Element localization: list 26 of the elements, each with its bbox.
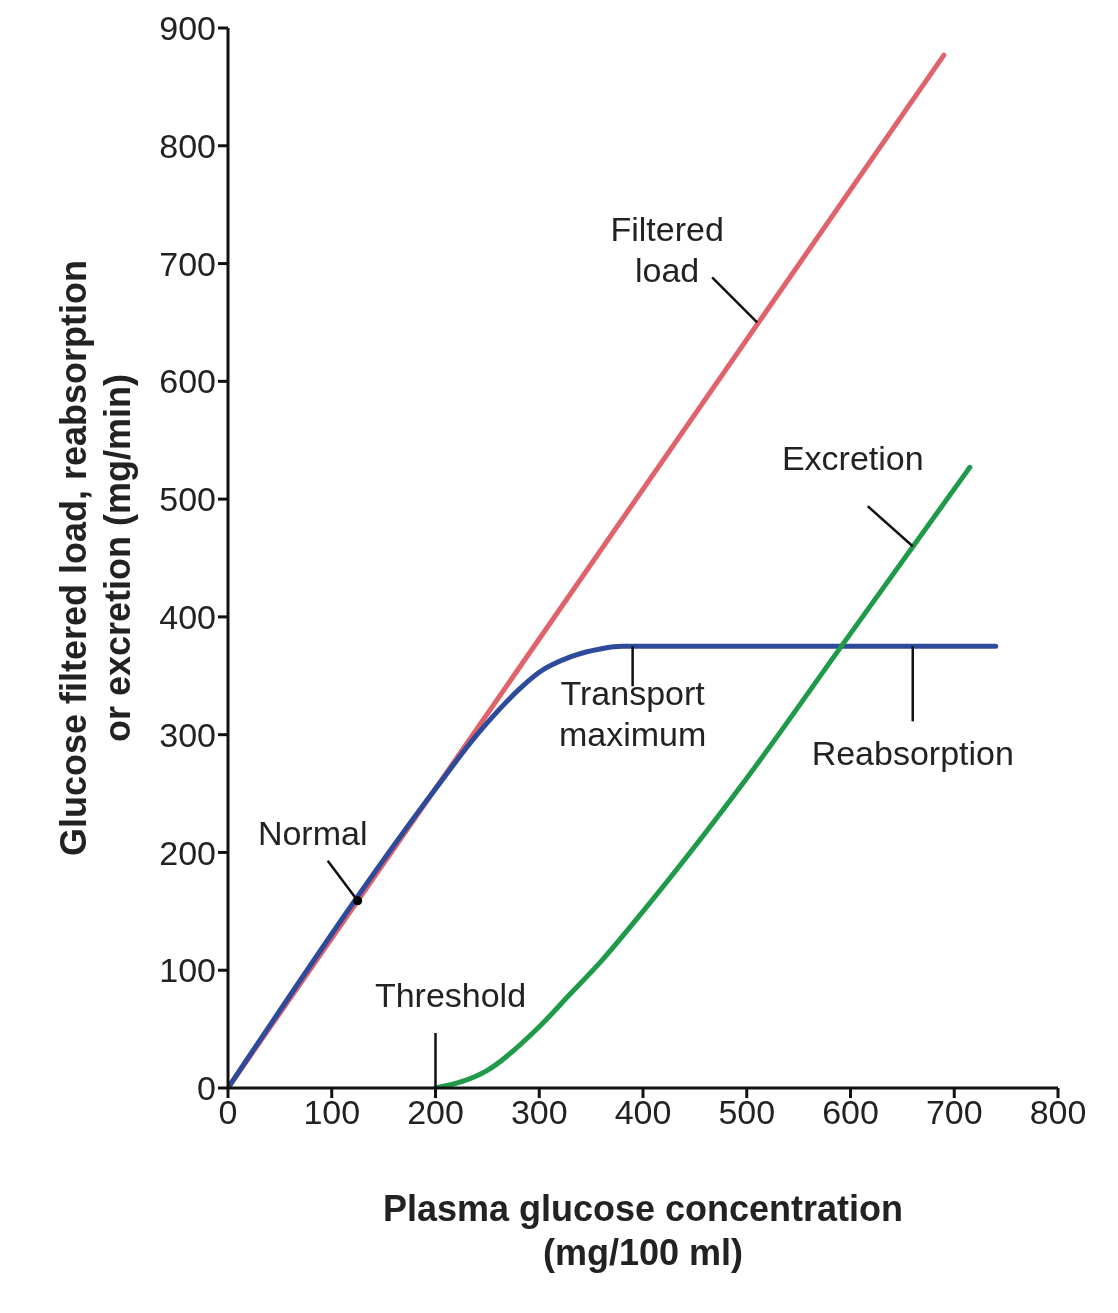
annotation: Filtered load xyxy=(610,210,724,289)
annotation: Excretion xyxy=(781,439,924,478)
annotation: Normal xyxy=(257,813,368,852)
y-tick-label: 700 xyxy=(159,244,216,283)
y-axis-title: Glucose filtered load, reabsorption or excretion (mg/min) xyxy=(52,259,138,857)
annotation: Threshold xyxy=(374,975,527,1014)
y-tick-label: 800 xyxy=(159,126,216,165)
y-tick-label: 200 xyxy=(159,833,216,872)
x-tick-label: 500 xyxy=(718,1093,776,1132)
x-tick-label: 600 xyxy=(822,1093,879,1132)
y-tick-label: 100 xyxy=(159,951,216,990)
x-tick-label: 300 xyxy=(510,1093,568,1132)
y-tick-label: 500 xyxy=(159,480,216,519)
annotation: Transport maximum xyxy=(558,673,707,753)
x-tick-label: 200 xyxy=(407,1093,464,1132)
y-tick-label: 900 xyxy=(159,9,216,48)
y-tick-label: 300 xyxy=(159,715,216,754)
x-tick-label: 800 xyxy=(1029,1093,1087,1132)
x-tick-label: 100 xyxy=(303,1093,361,1132)
annotation: Reabsorption xyxy=(811,734,1014,773)
x-tick-label: 400 xyxy=(614,1093,672,1132)
y-tick-label: 400 xyxy=(159,597,216,636)
y-tick-label: 600 xyxy=(159,362,216,401)
x-axis-title: Plasma glucose concentration (mg/100 ml) xyxy=(382,1187,904,1273)
x-tick-label: 700 xyxy=(925,1093,983,1132)
y-tick-label: 0 xyxy=(197,1069,216,1108)
